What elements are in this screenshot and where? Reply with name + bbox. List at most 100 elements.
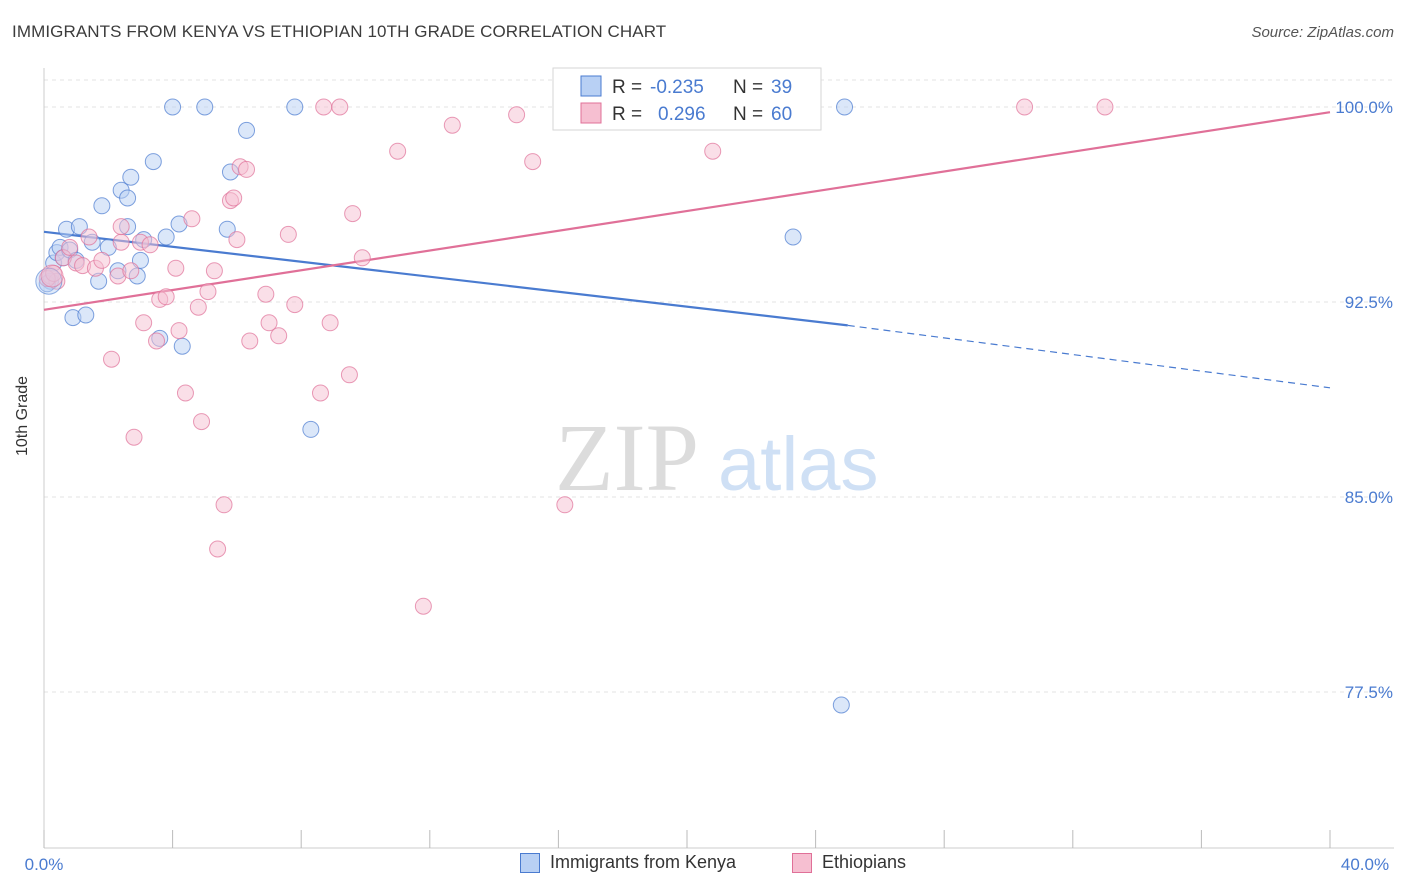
kenya-point (77, 306, 95, 324)
ethiopia-point (286, 296, 304, 314)
stats-legend: R = -0.235 N = 39 R = 0.296 N = 60 (552, 67, 822, 131)
legend-kenya-swatch (580, 75, 602, 97)
kenya-point (93, 197, 111, 215)
kenya-point (144, 153, 162, 171)
ethiopia-point (112, 218, 130, 236)
ethiopia-point (122, 262, 140, 280)
kenya-point (157, 228, 175, 246)
legend-kenya-r-value: -0.235 (650, 77, 704, 98)
legend-kenya-r-label: R = (612, 77, 642, 98)
series-legend-ethiopia-swatch (792, 852, 812, 873)
ethiopia-point (135, 314, 153, 332)
ethiopia-point (331, 98, 349, 116)
kenya-point (122, 168, 140, 186)
source-credit: Source: ZipAtlas.com (1251, 24, 1394, 41)
ethiopia-point (704, 142, 722, 160)
ethiopia-point (189, 298, 207, 316)
series-legend-kenya-label: Immigrants from Kenya (550, 852, 737, 872)
kenya-trend-line (43, 230, 848, 327)
ethiopia-point (148, 332, 166, 350)
ethiopia-point (176, 384, 194, 402)
ethiopia-point (170, 322, 188, 340)
ethiopia-point (389, 142, 407, 160)
y-tick-label: 85.0% (1345, 488, 1393, 507)
axes (43, 68, 1394, 849)
series-legend-kenya[interactable]: Immigrants from Kenya (520, 852, 736, 873)
ethiopia-point (508, 106, 526, 124)
ethiopia-point (199, 283, 217, 301)
trend-lines (43, 111, 1331, 389)
ethiopia-point (241, 332, 259, 350)
kenya-point (784, 228, 802, 246)
ethiopia-point (225, 189, 243, 207)
ethiopia-point (228, 231, 246, 249)
kenya-point (131, 251, 149, 269)
legend-ethiopia-n-value: 60 (771, 104, 792, 125)
y-tick-label: 100.0% (1335, 98, 1393, 117)
ethiopia-point (205, 262, 223, 280)
series-legend-ethiopia[interactable]: Ethiopians (792, 852, 906, 873)
series-legend-ethiopia-label: Ethiopians (822, 852, 907, 872)
ethiopia-point (103, 350, 121, 368)
legend-kenya-n-value: 39 (771, 77, 792, 98)
legend-ethiopia-r-label: R = (612, 104, 642, 125)
ethiopia-point (209, 540, 227, 558)
ethiopia-point (238, 160, 256, 178)
kenya-point (119, 189, 137, 207)
ethiopia-point (1096, 98, 1114, 116)
legend-kenya-n-label: N = (733, 77, 763, 98)
series-legend: Immigrants from Kenya Ethiopians (0, 852, 1406, 878)
watermark-zip: ZIP (555, 404, 699, 511)
kenya-point (173, 337, 191, 355)
ethiopia-point (279, 225, 297, 243)
kenya-point (196, 98, 214, 116)
tick-labels: 77.5% 85.0% 92.5% 100.0% 0.0% 40.0% (25, 98, 1393, 874)
ethiopia-point (1016, 98, 1034, 116)
ethiopia-point (193, 413, 211, 431)
kenya-point (836, 98, 854, 116)
watermark-atlas: atlas (718, 422, 879, 507)
watermark: ZIP atlas (555, 404, 879, 511)
ethiopia-point (157, 288, 175, 306)
ethiopia-point (353, 249, 371, 267)
ethiopia-point (340, 366, 358, 384)
ethiopia-point (556, 496, 574, 514)
ethiopia-point (270, 327, 288, 345)
ethiopia-point (414, 597, 432, 615)
kenya-point (218, 220, 236, 238)
x-tick-label: 40.0% (1341, 855, 1389, 874)
chart-title: IMMIGRANTS FROM KENYA VS ETHIOPIAN 10TH … (12, 22, 667, 41)
ethiopia-point (125, 428, 143, 446)
kenya-point (70, 218, 88, 236)
ethiopia-point (344, 205, 362, 223)
kenya-point (164, 98, 182, 116)
ethiopia-point (524, 153, 542, 171)
ethiopia-point (61, 238, 79, 256)
kenya-point (832, 696, 850, 714)
kenya-point (302, 420, 320, 438)
y-tick-label: 92.5% (1345, 293, 1393, 312)
legend-ethiopia-n-label: N = (733, 104, 763, 125)
ethiopia-point (93, 251, 111, 269)
kenya-point (286, 98, 304, 116)
ethiopia-point (80, 228, 98, 246)
ethiopia-point (112, 233, 130, 251)
ethiopia-point (257, 285, 275, 303)
kenya-trend-extension (847, 324, 1331, 389)
kenya-point (238, 121, 256, 139)
ethiopia-point (215, 496, 233, 514)
ethiopia-point (321, 314, 339, 332)
legend-ethiopia-swatch (580, 102, 602, 124)
ethiopia-trend-line (43, 111, 1331, 311)
ethiopia-point (167, 259, 185, 277)
x-tick-label: 0.0% (25, 855, 64, 874)
series-legend-kenya-swatch (520, 852, 540, 873)
ethiopia-point (311, 384, 329, 402)
data-points (35, 98, 1114, 714)
ethiopia-point (141, 236, 159, 254)
ethiopia-point (183, 210, 201, 228)
ethiopia-cluster-point (40, 264, 64, 288)
ethiopia-point (260, 314, 278, 332)
ethiopia-point (443, 116, 461, 134)
